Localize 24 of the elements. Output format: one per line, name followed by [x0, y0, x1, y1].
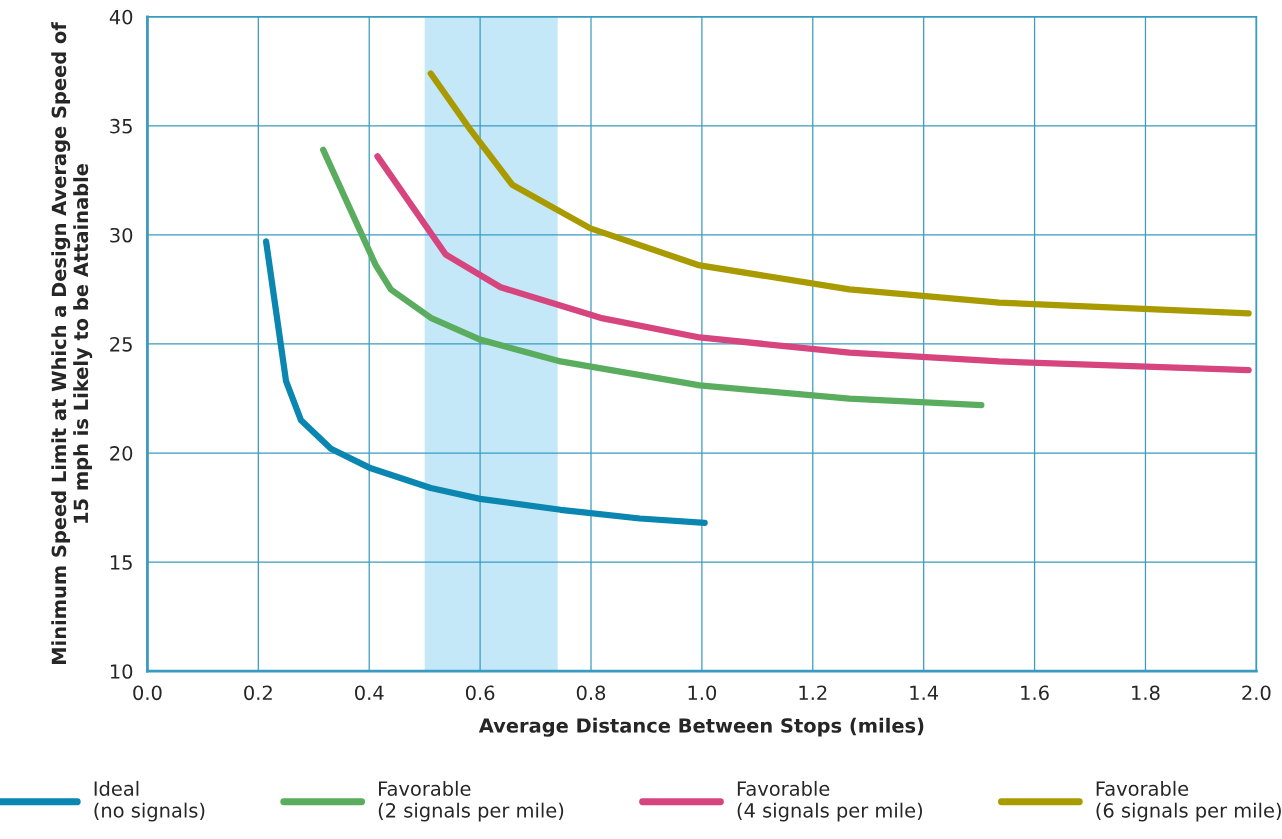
x-tick-label: 2.0 — [1242, 685, 1271, 701]
x-tick-label: 0.8 — [576, 685, 606, 701]
x-tick-label: 0.4 — [355, 685, 384, 701]
x-tick-label: 1.4 — [910, 685, 939, 700]
y-tick-label: 35 — [110, 118, 132, 134]
x-tick-label: 0.0 — [133, 685, 162, 701]
x-tick-label: 1.6 — [1021, 685, 1049, 701]
x-axis-title: Average Distance Between Stops (miles) — [478, 717, 924, 737]
x-tick-label: 1.0 — [688, 685, 717, 701]
legend-label: Favorable (4 signals per mile) — [737, 780, 923, 822]
x-tick-label: 1.2 — [799, 685, 827, 700]
y-tick-label: 10 — [110, 664, 133, 679]
y-tick-label: 20 — [110, 446, 133, 461]
x-tick-label: 0.2 — [244, 685, 272, 701]
legend-label: Favorable (2 signals per mile) — [378, 780, 564, 822]
x-tick-label: 0.6 — [465, 685, 495, 701]
y-tick-label: 40 — [109, 9, 133, 25]
y-tick-label: 30 — [110, 227, 133, 243]
legend-label: Favorable (6 signals per mile) — [1096, 780, 1281, 822]
x-tick-label: 1.8 — [1132, 685, 1160, 701]
y-tick-label: 25 — [110, 336, 132, 352]
y-axis-title: Minimum Speed Limit at Which a Design Average Speed of 15 mph is Likely to be Attainable — [51, 22, 93, 664]
y-tick-label: 15 — [110, 555, 132, 570]
legend-label: Ideal (no signals) — [94, 780, 205, 822]
